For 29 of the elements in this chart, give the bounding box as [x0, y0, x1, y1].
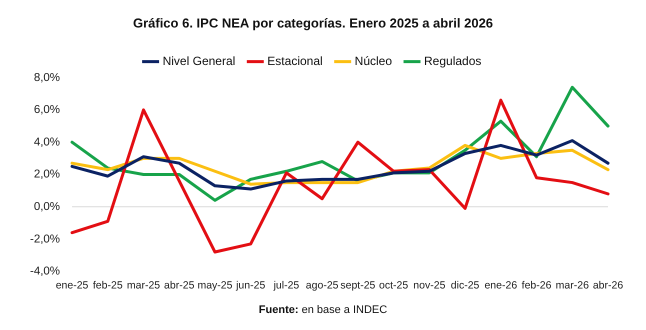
x-tick-label: ago-25 [306, 280, 339, 292]
legend-label: Núcleo [354, 54, 392, 68]
x-tick-label: oct-25 [379, 280, 408, 292]
legend-label: Nivel General [162, 54, 236, 68]
legend-label: Regulados [424, 54, 482, 68]
y-tick-label: -2,0% [30, 233, 60, 246]
x-tick-label: ene-25 [56, 280, 89, 292]
y-tick-label: 4,0% [34, 136, 60, 148]
x-tick-label: mar-25 [126, 280, 160, 292]
x-tick-label: dic-25 [450, 280, 480, 292]
x-tick-label: may-25 [197, 280, 233, 292]
y-tick-label: 2,0% [34, 168, 60, 181]
x-tick-label: abr-26 [592, 280, 624, 292]
x-tick-label: jun-25 [235, 280, 266, 292]
x-tick-label: nov-25 [413, 280, 446, 292]
x-tick-label: feb-25 [92, 280, 123, 292]
y-tick-label: -4,0% [30, 266, 60, 278]
x-tick-label: abr-25 [164, 280, 195, 292]
x-tick-label: feb-26 [522, 280, 552, 292]
x-tick-label: mar-26 [556, 280, 590, 292]
x-tick-label: ene-26 [484, 280, 518, 292]
source-note: Fuente: en base a INDEC [258, 304, 388, 316]
y-tick-label: 0,0% [34, 200, 60, 213]
y-tick-label: 8,0% [34, 72, 60, 84]
x-tick-label: jul-25 [272, 280, 300, 292]
y-tick-label: 6,0% [34, 104, 60, 116]
legend-label: Estacional [267, 54, 323, 68]
chart-title: Gráfico 6. IPC NEA por categorías. Enero 2025 a abril 2026 [132, 15, 494, 30]
x-tick-label: sept-25 [340, 280, 376, 292]
